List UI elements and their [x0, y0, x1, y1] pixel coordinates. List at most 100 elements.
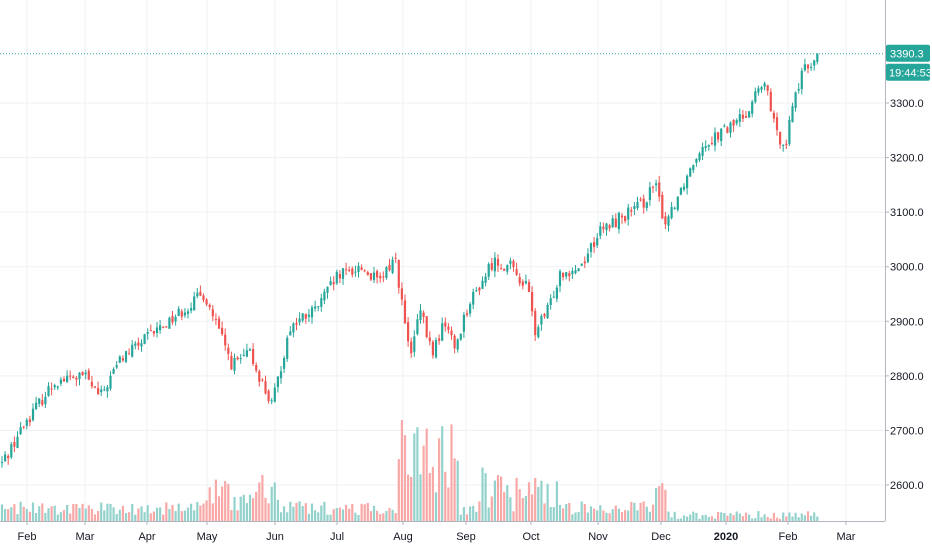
candle-body [769, 91, 772, 112]
candle-body [512, 260, 515, 268]
price-tick-label: 3200.0 [890, 153, 924, 165]
candle-body [372, 272, 376, 281]
volume-bar [196, 501, 199, 521]
volume-bar [335, 508, 338, 521]
volume-bar [549, 507, 552, 521]
candle-body [531, 292, 534, 312]
candle-body [605, 223, 608, 231]
volume-bar [143, 512, 146, 521]
candle-body [710, 142, 713, 144]
candle-body [168, 317, 171, 329]
candle-body [571, 270, 574, 275]
volume-bar [298, 501, 301, 521]
last-price-badge-bg [886, 44, 930, 62]
volume-bar [661, 483, 664, 521]
candle-body [62, 378, 66, 382]
volume-bar [534, 477, 537, 521]
candle-body [124, 351, 128, 362]
price-tick-label: 3100.0 [890, 207, 924, 219]
volume-bar [707, 516, 710, 521]
candle-body [103, 389, 106, 391]
candle-body [679, 187, 682, 195]
volume-bar [131, 503, 134, 521]
volume-bar [586, 512, 589, 521]
volume-bar [558, 504, 562, 521]
candle-body [128, 353, 131, 355]
candle-body [748, 111, 751, 118]
volume-bar [72, 503, 75, 521]
time-tick-label: Aug [393, 531, 413, 543]
candle-body [273, 387, 276, 402]
candle-body [630, 210, 633, 212]
volume-bar [465, 514, 469, 521]
candle-body [137, 342, 140, 346]
candle-body [686, 175, 689, 189]
candle-body [338, 273, 341, 279]
candle-body [146, 331, 149, 334]
candle-body [397, 260, 400, 288]
candle-body [97, 387, 100, 395]
volume-bar [379, 514, 382, 521]
volume-bar [115, 514, 118, 521]
candle-body [214, 318, 217, 320]
volume-bar [28, 511, 31, 521]
candle-body [642, 198, 645, 208]
candle-body [255, 364, 258, 371]
candle-body [717, 132, 720, 140]
candle-body [217, 318, 221, 329]
volume-bar [754, 518, 757, 521]
candle-body [627, 207, 630, 220]
candle-body [667, 216, 670, 226]
candle-body [589, 243, 593, 252]
volume-bar [255, 491, 258, 521]
candle-body [289, 331, 292, 336]
candle-body [379, 275, 382, 279]
volume-bar [310, 503, 314, 521]
volume-bar [531, 494, 534, 521]
volume-bar [307, 513, 310, 521]
candle-body [655, 183, 658, 186]
candle-body [816, 53, 819, 62]
volume-bar [679, 518, 682, 521]
volume-bar [500, 476, 503, 521]
candle-body [106, 387, 109, 392]
volume-bar [245, 503, 248, 521]
candle-body [286, 337, 289, 359]
volume-bar [713, 518, 717, 521]
volume-bar [162, 514, 165, 521]
candle-body [813, 60, 816, 66]
candle-body [438, 338, 441, 341]
candle-body [152, 331, 155, 334]
volume-bar [25, 508, 28, 521]
volume-bar [236, 510, 239, 521]
candle-body [295, 322, 298, 325]
volume-bar [174, 511, 177, 521]
candle-body [720, 128, 723, 142]
volume-bar [571, 514, 574, 521]
candle-body [118, 356, 121, 363]
candle-body [407, 322, 410, 342]
volume-bar [103, 510, 106, 521]
candle-body [475, 290, 478, 292]
candle-body [707, 144, 710, 147]
candles [0, 53, 819, 468]
volume-bar [782, 512, 785, 521]
volume-bar [546, 483, 549, 521]
candle-body [713, 132, 717, 146]
volume-bar [636, 510, 639, 521]
volume-bar [596, 510, 599, 521]
volume-bar [655, 487, 658, 521]
time-axis[interactable]: Feb Mar Apr May Jun Jul Aug Sep Oct Nov Dec 2020 Feb… [18, 521, 856, 543]
volume-bar [803, 515, 806, 521]
candle-body [565, 272, 568, 277]
volume-bar [710, 516, 713, 521]
candle-body [633, 206, 636, 209]
candle-body [701, 147, 704, 156]
candle-body [689, 168, 692, 177]
volume-bar [50, 506, 53, 521]
volume-bar [515, 477, 518, 521]
price-axis[interactable]: 2600.0 2700.0 2800.0 2900.0 3000.0 3100.0 3200… [885, 98, 924, 492]
volume-bar [208, 487, 211, 521]
